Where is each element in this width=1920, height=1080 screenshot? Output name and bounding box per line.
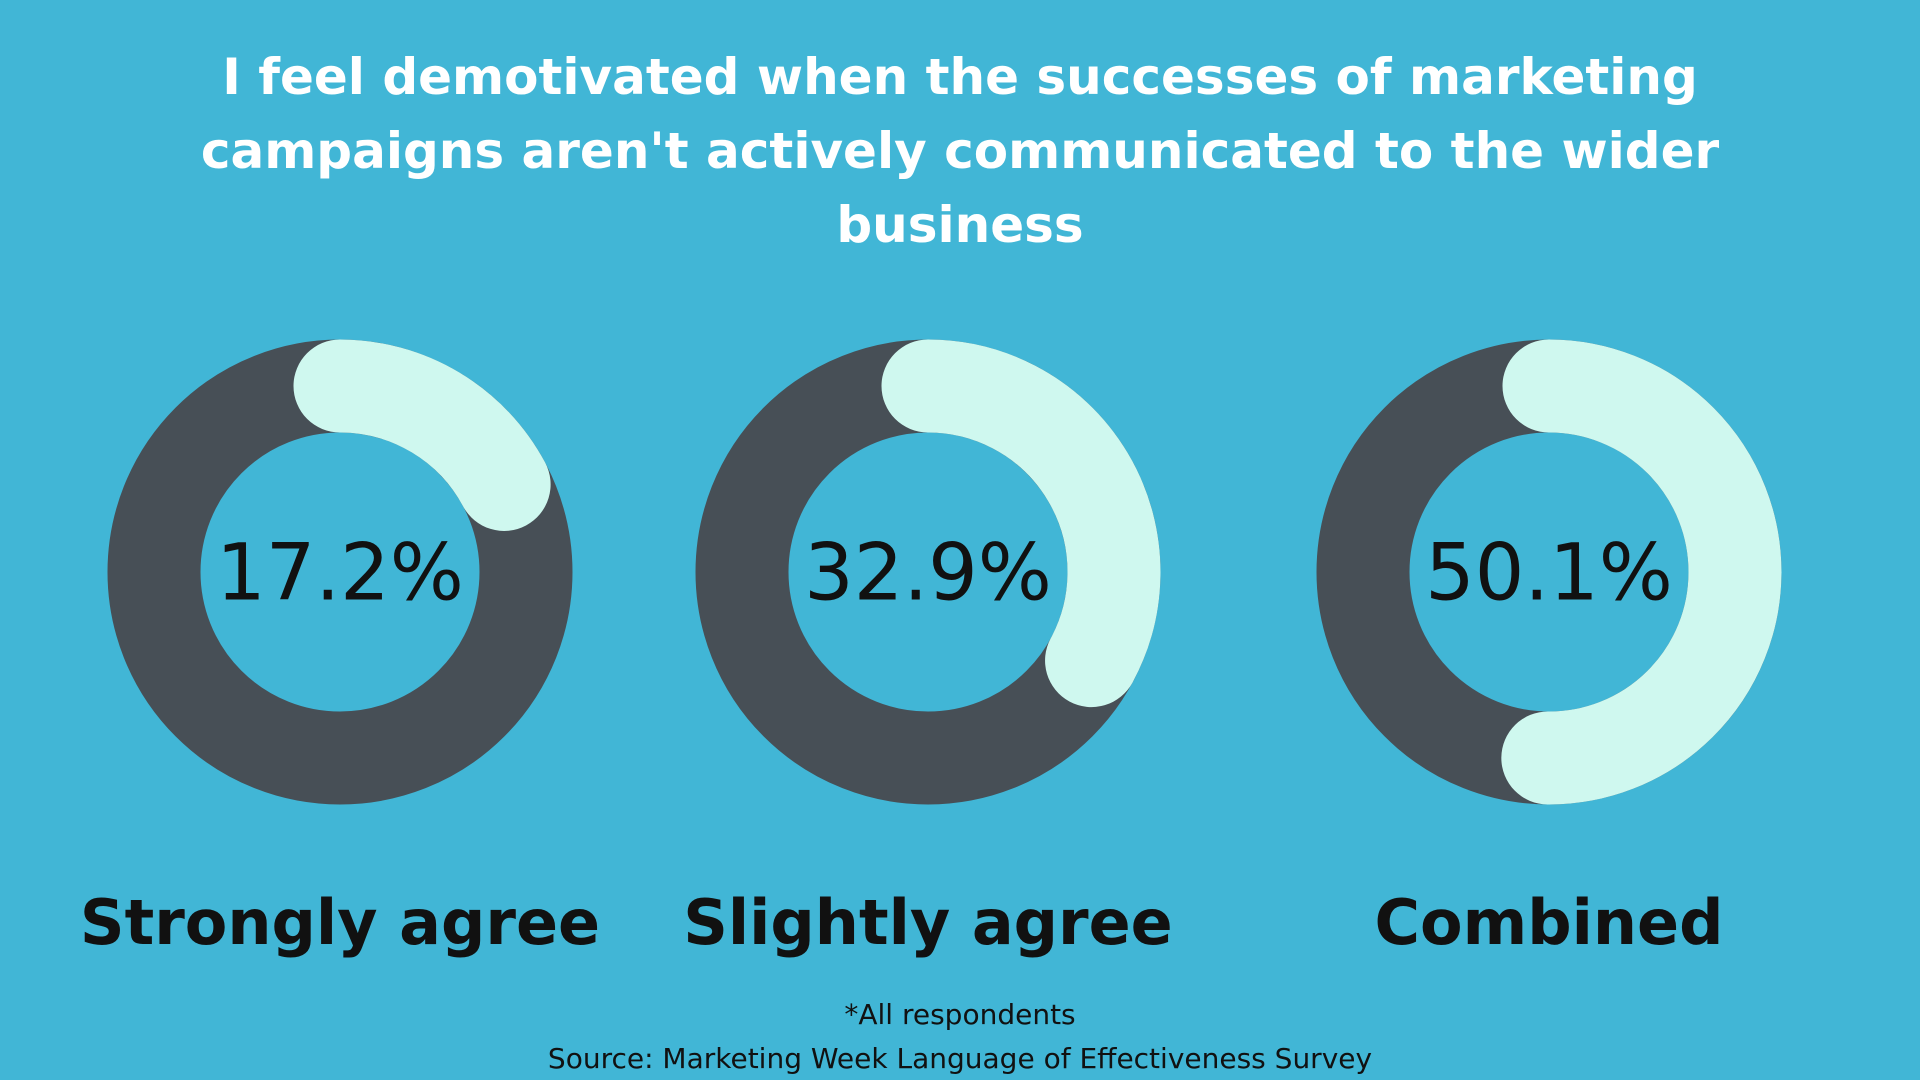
chart-title: I feel demotivated when the successes of… — [200, 48, 1720, 254]
category-label: Strongly agree — [80, 886, 600, 959]
donut-arc — [293, 339, 551, 531]
category-label: Slightly agree — [683, 886, 1172, 959]
category-label: Combined — [1375, 886, 1724, 959]
value-label: 17.2% — [216, 528, 464, 618]
donut-arc — [881, 339, 1161, 708]
source-note: Source: Marketing Week Language of Effec… — [548, 1042, 1372, 1075]
value-label: 50.1% — [1425, 528, 1673, 618]
value-label: 32.9% — [804, 528, 1052, 618]
note: *All respondents — [844, 998, 1075, 1031]
donut-arc — [1501, 339, 1782, 805]
